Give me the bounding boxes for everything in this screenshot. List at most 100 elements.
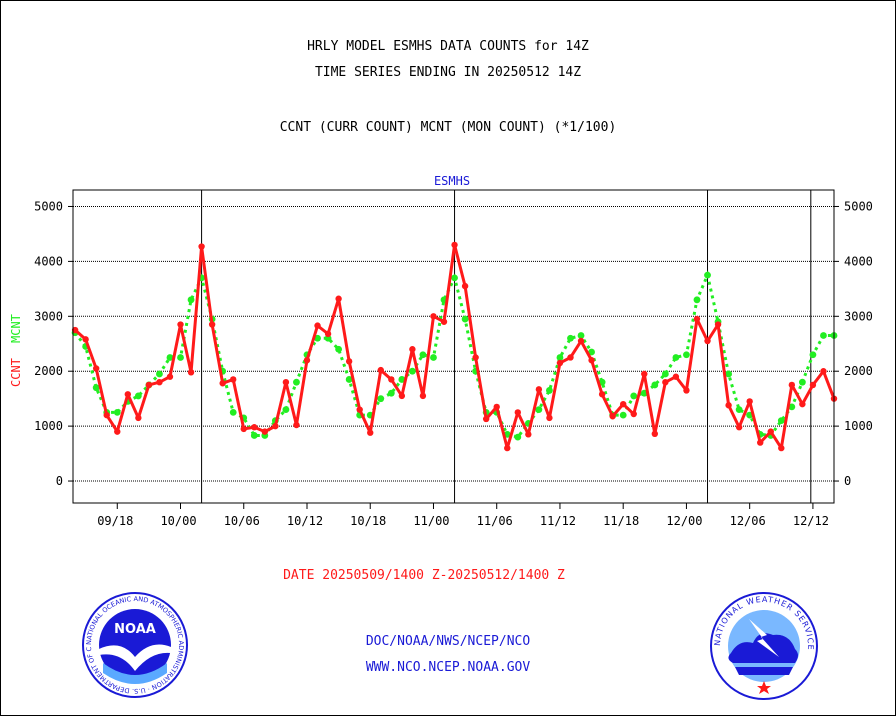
nws-logo-icon: NATIONAL WEATHER SERVICE: [710, 592, 818, 700]
mcnt-point: [693, 296, 701, 304]
ccnt-point: [314, 322, 321, 329]
footer-url-line[interactable]: WWW.NCO.NCEP.NOAA.GOV: [365, 660, 531, 675]
ccnt-point: [92, 365, 100, 372]
mcnt-point: [809, 351, 817, 359]
ccnt-point: [82, 336, 89, 343]
ccnt-point: [282, 378, 290, 386]
title-line-2: TIME SERIES ENDING IN 20250512 14Z: [314, 65, 582, 80]
mcnt-point: [92, 384, 100, 392]
ccnt-point: [651, 430, 659, 438]
x-tick-label: 11/06: [477, 514, 513, 528]
noaa-logo-icon: NATIONAL OCEANIC AND ATMOSPHERIC ADMINIS…: [81, 591, 188, 698]
y-tick-label-right: 5000: [844, 199, 873, 213]
ccnt-point: [367, 429, 374, 436]
ccnt-point: [683, 387, 690, 394]
mcnt-point: [229, 408, 237, 416]
ccnt-point: [735, 424, 743, 431]
mcnt-point: [588, 348, 595, 356]
mcnt-point: [651, 381, 659, 389]
ccnt-point: [124, 391, 132, 398]
ccnt-point: [619, 400, 627, 408]
mcnt-point: [461, 315, 469, 323]
mcnt-point: [820, 332, 827, 339]
ccnt-point: [356, 406, 363, 413]
ccnt-point: [714, 321, 722, 328]
ccnt-point: [567, 354, 574, 361]
mcnt-point: [293, 378, 300, 386]
ccnt-point: [820, 368, 827, 375]
mcnt-point: [619, 411, 627, 419]
y-axis-label-ccnt: CCNT: [9, 358, 23, 387]
mcnt-point: [335, 345, 343, 353]
ccnt-point: [345, 358, 353, 365]
y-tick-label-right: 2000: [844, 364, 873, 378]
ccnt-point: [693, 315, 701, 323]
ccnt-point: [187, 369, 195, 376]
y-tick-label-left: 2000: [34, 364, 63, 378]
ccnt-point: [493, 403, 500, 411]
mcnt-point: [250, 432, 258, 439]
x-tick-label: 10/06: [224, 514, 260, 528]
series-mcnt: [71, 270, 838, 441]
mcnt-point: [134, 392, 142, 400]
ccnt-point: [430, 313, 437, 320]
mcnt-point: [798, 378, 806, 386]
ccnt-point: [672, 373, 680, 380]
y-tick-label-right: 1000: [844, 419, 873, 433]
ccnt-point: [788, 381, 796, 389]
ccnt-point: [261, 428, 269, 435]
mcnt-point: [113, 408, 121, 416]
ccnt-point: [535, 386, 543, 393]
mcnt-point: [567, 334, 574, 342]
y-axis-label-mcnt: MCNT: [9, 314, 23, 343]
ccnt-point: [451, 241, 458, 249]
x-tick-label: 10/18: [350, 514, 386, 528]
noaa-center-text: NOAA: [114, 622, 156, 637]
mcnt-point: [725, 370, 732, 378]
x-tick-label: 11/00: [413, 514, 449, 528]
mcnt-point: [282, 406, 290, 414]
mcnt-point: [661, 370, 669, 378]
series-layer: [71, 241, 838, 452]
x-tick-label: 10/00: [160, 514, 196, 528]
y-tick-label-left: 5000: [34, 199, 63, 213]
ccnt-point: [767, 428, 774, 435]
mcnt-point: [408, 367, 416, 375]
mcnt-point: [514, 433, 522, 441]
x-tick-label: 09/18: [97, 514, 133, 528]
title-line-3: CCNT (CURR COUNT) MCNT (MON COUNT) (*1/1…: [279, 120, 617, 135]
ccnt-point: [799, 400, 806, 408]
mcnt-point: [430, 354, 437, 361]
ccnt-point: [757, 439, 764, 446]
y-tick-label-left: 3000: [34, 309, 63, 323]
ccnt-point: [198, 243, 205, 250]
plot-frame: [72, 189, 835, 504]
ccnt-point: [166, 373, 174, 380]
ccnt-point: [461, 282, 469, 290]
time-series-chart: 0 0 1000 1000 2000 2000 3000 3000 4000 4000 5000 50…: [9, 174, 873, 583]
ccnt-point: [377, 366, 384, 374]
y-tick-label-left: 4000: [34, 254, 63, 268]
x-tick-label: 12/00: [666, 514, 702, 528]
ccnt-point: [388, 376, 395, 383]
mcnt-point: [788, 403, 796, 411]
mcnt-point: [556, 354, 564, 361]
mcnt-point: [546, 387, 553, 394]
mcnt-point: [377, 395, 385, 403]
mcnt-point: [187, 296, 195, 304]
mcnt-point: [387, 389, 395, 397]
ccnt-point: [103, 411, 110, 419]
x-tick-label: 11/12: [540, 514, 576, 528]
y-tick-label-left: 1000: [34, 419, 63, 433]
mcnt-point: [451, 274, 458, 282]
ccnt-point: [272, 422, 279, 430]
ccnt-point: [71, 326, 79, 334]
ccnt-point: [725, 402, 732, 409]
ccnt-point: [662, 378, 669, 386]
ccnt-point: [609, 413, 616, 420]
mcnt-point: [630, 392, 638, 400]
ccnt-point: [419, 392, 427, 400]
ccnt-point: [746, 398, 753, 405]
ccnt-point: [514, 409, 521, 416]
